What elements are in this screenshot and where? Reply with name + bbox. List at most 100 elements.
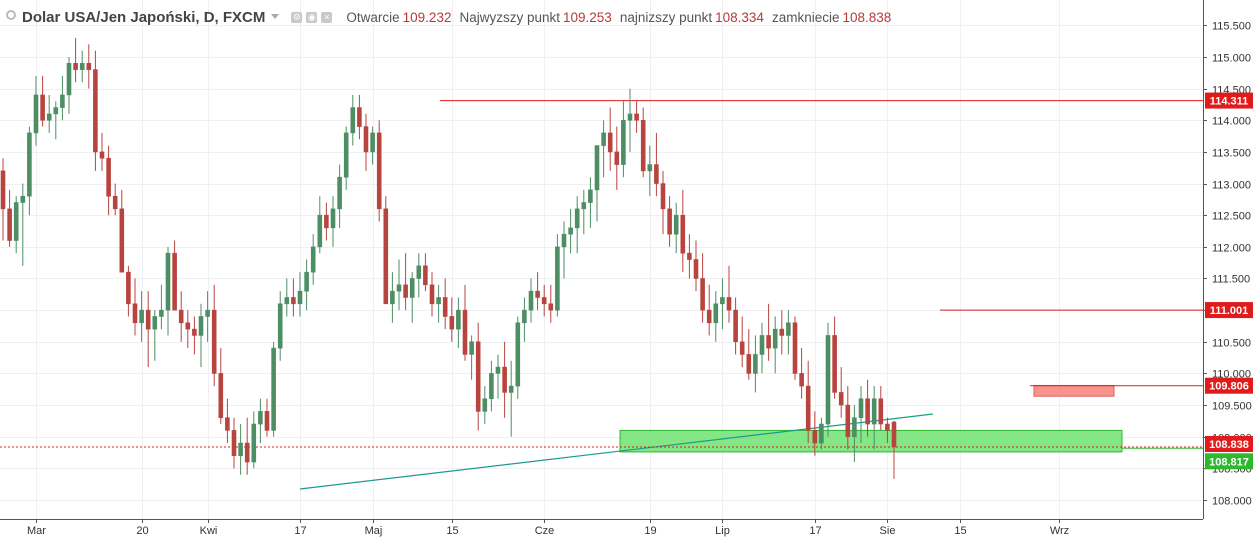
candle-body (423, 265, 428, 286)
candle-body (271, 347, 276, 431)
candle-body (733, 309, 738, 343)
price-label-text: 108.838 (1209, 439, 1249, 451)
candle-body (766, 335, 771, 349)
candle-body (442, 297, 448, 317)
x-tick-label: 17 (809, 525, 821, 537)
symbol-title[interactable]: Dolar USA/Jen Japoński, D, FXCM (22, 8, 266, 26)
candle-body (561, 233, 567, 248)
candle-body (640, 119, 646, 172)
candle-body (805, 385, 811, 431)
candle-body (66, 62, 72, 96)
x-tick-label: Cze (535, 525, 555, 537)
candle-body (310, 246, 316, 273)
y-tick-label: 115.500 (1212, 21, 1251, 33)
candle-body (607, 132, 613, 153)
candle-body (548, 303, 554, 311)
candle-body (390, 290, 395, 305)
candle-body (825, 335, 831, 425)
candle-body (112, 195, 118, 210)
candle-body (627, 113, 633, 121)
candle-body (376, 132, 382, 210)
candle-body (865, 398, 870, 425)
y-tick-label: 110.000 (1212, 369, 1251, 381)
chart-legend: Dolar USA/Jen Japoński, D, FXCM ⚙ ◉ × Ot… (0, 0, 891, 34)
candle-body (449, 316, 455, 330)
candle-body (792, 322, 798, 374)
open-value: 109.232 (402, 9, 452, 25)
candle-body (739, 341, 745, 355)
candle-body (60, 94, 65, 108)
candle-body (720, 297, 725, 305)
candle-body (647, 164, 653, 172)
x-tick-label: 15 (954, 525, 966, 537)
candle-body (687, 252, 692, 260)
candle-body (858, 398, 864, 419)
price-label-tag (1205, 435, 1253, 452)
candle-body (515, 322, 521, 387)
candle-body (324, 214, 329, 229)
candle-body (357, 107, 362, 127)
candle-body (469, 341, 474, 355)
high-value: 109.253 (563, 9, 612, 25)
close-icon[interactable]: × (321, 11, 333, 23)
candle-body (238, 442, 243, 457)
price-label-text: 108.817 (1209, 456, 1249, 468)
candle-body (574, 208, 580, 229)
visibility-icon[interactable]: ◉ (306, 11, 318, 23)
candle-body (495, 366, 501, 374)
x-tick-label: 15 (446, 525, 458, 537)
candle-body (126, 271, 131, 305)
candle-body (383, 208, 389, 305)
candle-body (198, 316, 204, 336)
candle-body (297, 290, 303, 305)
y-tick-label: 115.000 (1212, 53, 1251, 65)
candle-body (871, 398, 877, 425)
candle-body (7, 208, 12, 241)
candle-body (251, 423, 257, 463)
candle-body (106, 157, 111, 197)
candle-body (489, 373, 494, 400)
price-zone (1033, 384, 1115, 397)
candles (0, 37, 897, 479)
x-tick-label: Maj (365, 525, 383, 537)
candle-body (555, 246, 560, 311)
candle-body (258, 411, 263, 425)
candle-body (264, 411, 270, 431)
candle-body (244, 442, 250, 463)
candle-body (225, 417, 230, 431)
x-tick-label: Mar (27, 525, 46, 537)
y-tick-label: 109.500 (1212, 401, 1252, 413)
settings-icon[interactable]: ⚙ (291, 11, 303, 23)
chevron-down-icon[interactable] (271, 14, 280, 19)
x-tick-label: 17 (294, 525, 306, 537)
candle-body (185, 322, 191, 330)
candle-body (462, 309, 468, 355)
y-tick-label: 114.000 (1212, 116, 1251, 128)
candle-body (46, 113, 52, 121)
candle-body (779, 328, 785, 336)
candle-body (634, 113, 639, 121)
candle-body (403, 284, 408, 298)
candle-body (172, 252, 177, 311)
candle-body (119, 208, 125, 273)
candle-body (429, 284, 435, 305)
candle-body (799, 373, 804, 387)
candle-body (654, 164, 659, 184)
candle-body (27, 132, 32, 197)
y-tick-label: 112.500 (1212, 211, 1251, 223)
symbol-status-icon (6, 10, 16, 20)
candle-body (885, 423, 890, 431)
y-tick-label: 112.000 (1212, 243, 1251, 255)
price-label-text: 114.311 (1210, 96, 1249, 108)
candle-body (502, 366, 507, 393)
low-label: najnizszy punkt (619, 9, 713, 25)
close-label: zamkniecie (771, 9, 840, 25)
price-label-tag (1205, 92, 1253, 109)
candle-body (713, 303, 719, 324)
candle-body (416, 265, 422, 279)
candle-body (330, 208, 336, 229)
candle-body (673, 214, 679, 235)
candle-body (621, 119, 626, 165)
